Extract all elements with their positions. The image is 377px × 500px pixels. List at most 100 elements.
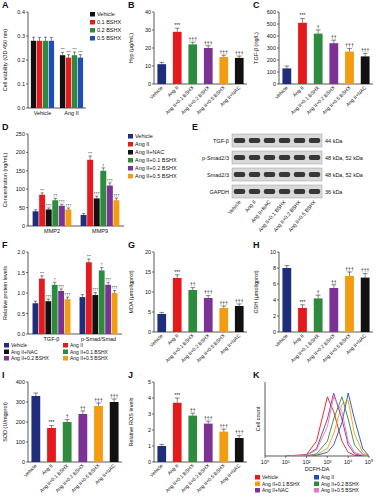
error-stem <box>96 196 97 198</box>
error-stem <box>88 259 89 262</box>
legend-label: Ang II+0.1 BSHX <box>135 157 177 163</box>
significance: ††† <box>65 204 71 208</box>
y-tick-label: 0 <box>148 329 151 335</box>
error-bar <box>82 213 85 214</box>
error-bar <box>47 208 50 209</box>
bar <box>112 293 118 334</box>
error-stem <box>67 420 68 422</box>
blot-size-label: 48 kDa, 52 kDa <box>325 155 364 161</box>
legend-label: Ang II+0.5 BSHX <box>70 355 109 361</box>
error-stem <box>95 293 96 295</box>
panel: HGSH (μmol/gprot)0246810***†††††††††Vehi… <box>253 240 373 364</box>
blot-band <box>249 138 260 143</box>
significance: *** <box>174 22 180 28</box>
legend-label: Ang II+0.5 BSHX <box>135 173 177 179</box>
marks <box>286 393 369 456</box>
histogram-line <box>286 397 369 456</box>
error-stem <box>365 274 366 278</box>
significance: ††† <box>94 397 103 403</box>
legend-label: Ang II+0.2 BSHX <box>11 355 50 361</box>
significance: *** <box>174 269 180 275</box>
error-stem <box>333 40 334 43</box>
error-bar <box>316 30 321 34</box>
legend-label: Ang II+NAC <box>135 149 164 155</box>
error-stem <box>54 282 55 284</box>
legend-swatch <box>128 142 133 147</box>
error-stem <box>223 55 224 57</box>
error-bar <box>190 413 195 415</box>
y-axis-line <box>154 252 155 332</box>
significance: ††† <box>361 47 370 53</box>
panel-label: H <box>253 240 260 250</box>
error-stem <box>51 37 52 40</box>
error-bar <box>159 444 164 446</box>
bar <box>92 295 98 334</box>
y-tick-label: 1.5 <box>17 270 25 276</box>
bar <box>81 215 87 226</box>
x-tick-label: Ang II <box>166 332 179 345</box>
bar <box>298 308 307 332</box>
error-stem <box>61 289 62 291</box>
error-stem <box>45 37 46 41</box>
error-stem <box>208 46 209 48</box>
marks <box>157 398 243 462</box>
y-tick-label: 3 <box>148 411 151 417</box>
y-tick-label: 0.2 <box>17 57 25 63</box>
bar <box>219 432 228 462</box>
error-cap <box>33 393 38 394</box>
panel: ETGF-β44 kDap-Smad2/348 kDa, 52 kDaSmad2… <box>192 122 364 233</box>
legend-label: Ang II+0.1 BSHX <box>70 349 109 355</box>
y-axis-line <box>279 12 280 84</box>
bar <box>46 209 52 226</box>
x-axis-line <box>154 462 247 463</box>
error-stem <box>223 306 224 308</box>
significance: ††† <box>58 285 64 289</box>
bar <box>235 306 244 332</box>
bar <box>113 200 119 226</box>
error-bar <box>44 37 47 41</box>
significance: †† <box>53 194 57 198</box>
legend-swatch <box>90 12 95 17</box>
significance: ††† <box>105 278 111 282</box>
significance: *** <box>300 299 306 305</box>
histogram-line <box>286 393 369 456</box>
bar <box>361 278 370 332</box>
error-bar <box>50 37 53 40</box>
histogram-line <box>286 393 369 456</box>
panel: GMDA (μmol/gprot)05101520***†††††††††††V… <box>128 240 247 364</box>
bar <box>65 209 71 226</box>
error-bar <box>347 272 352 276</box>
bar <box>219 308 228 332</box>
bar <box>361 56 370 84</box>
marks <box>31 37 83 108</box>
error-stem <box>318 295 319 298</box>
error-bar <box>284 266 289 268</box>
y-tick-label: 6 <box>273 281 276 287</box>
y-tick-label: 400 <box>267 33 276 39</box>
error-bar <box>175 398 180 403</box>
significance: ††† <box>59 200 65 204</box>
significance: ††† <box>65 293 71 297</box>
error-stem <box>109 183 110 186</box>
lane-label: Vehicle <box>226 199 241 216</box>
x-tick-label: 10³ <box>323 459 331 465</box>
panel: KCell count10⁰10¹10²10³10⁴10⁵DCFH-DAVehi… <box>253 370 373 493</box>
bar <box>65 299 71 334</box>
y-tick-label: 4 <box>148 395 151 401</box>
marks <box>33 156 120 226</box>
error-bar <box>66 297 69 299</box>
error-stem <box>177 275 178 278</box>
marks <box>157 275 243 332</box>
legend-label: 0.1 BSHX <box>97 19 121 25</box>
error-bar <box>113 291 116 293</box>
marks <box>282 19 369 84</box>
significance: ††† <box>220 423 229 429</box>
blot-band <box>249 155 260 160</box>
significance: ††† <box>46 204 52 208</box>
error-bar <box>80 411 85 414</box>
y-tick-label: 0.0 <box>17 105 25 111</box>
significance: †† <box>331 34 337 40</box>
error-stem <box>82 411 83 414</box>
bar <box>329 288 338 332</box>
blot-row-label: GAPDH <box>209 189 229 195</box>
